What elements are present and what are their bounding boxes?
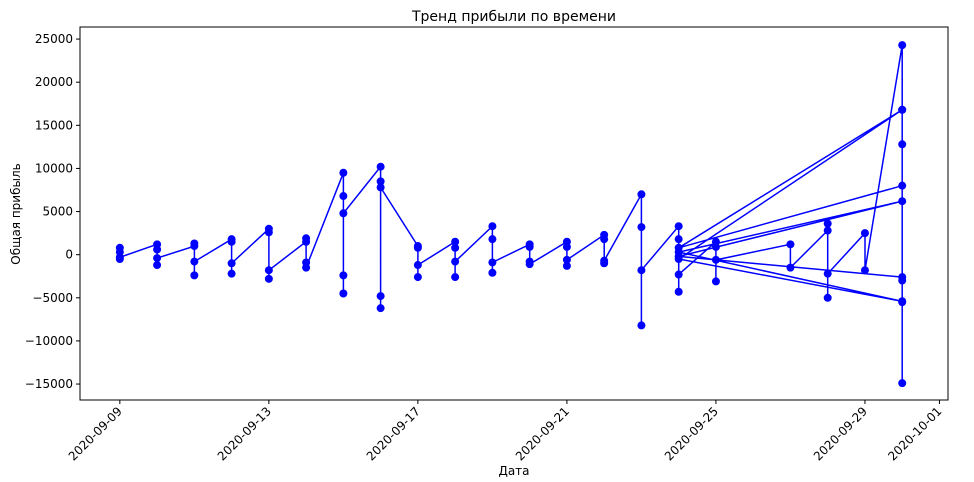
- marker: [786, 240, 795, 249]
- marker: [786, 263, 795, 272]
- y-tick-label: 15000: [35, 118, 73, 132]
- marker: [711, 242, 720, 251]
- marker: [674, 287, 683, 296]
- marker: [898, 197, 907, 206]
- marker: [600, 256, 609, 265]
- marker: [451, 243, 460, 252]
- marker: [376, 177, 385, 186]
- marker: [823, 293, 832, 302]
- marker: [637, 190, 646, 199]
- marker: [637, 223, 646, 232]
- y-tick-label: 5000: [42, 205, 73, 219]
- marker: [413, 273, 422, 282]
- marker: [376, 183, 385, 192]
- marker: [823, 226, 832, 235]
- marker: [898, 273, 907, 282]
- x-axis-label: Дата: [498, 464, 529, 478]
- marker: [302, 234, 311, 243]
- marker: [488, 235, 497, 244]
- marker: [488, 258, 497, 267]
- y-tick-label: 25000: [35, 32, 73, 46]
- marker: [898, 379, 907, 388]
- y-tick-label: −15000: [25, 377, 73, 391]
- marker: [339, 168, 348, 177]
- marker: [711, 277, 720, 286]
- chart-title: Тренд прибыли по времени: [411, 9, 616, 25]
- marker: [898, 181, 907, 190]
- y-tick-label: 10000: [35, 161, 73, 175]
- marker: [860, 266, 869, 275]
- marker: [860, 229, 869, 238]
- marker: [153, 245, 162, 254]
- marker: [674, 235, 683, 244]
- marker: [339, 192, 348, 201]
- marker: [153, 261, 162, 270]
- marker: [711, 255, 720, 264]
- y-tick-label: −5000: [32, 291, 73, 305]
- marker: [339, 209, 348, 218]
- y-tick-label: 0: [65, 248, 73, 262]
- marker: [376, 162, 385, 171]
- marker: [637, 266, 646, 275]
- marker: [898, 297, 907, 306]
- marker: [674, 222, 683, 231]
- marker: [153, 254, 162, 263]
- marker: [562, 255, 571, 264]
- marker: [302, 263, 311, 272]
- marker: [451, 257, 460, 266]
- marker: [190, 239, 199, 248]
- marker: [115, 243, 124, 252]
- marker: [451, 237, 460, 246]
- marker: [227, 237, 236, 246]
- marker: [376, 292, 385, 301]
- marker: [562, 261, 571, 270]
- marker: [264, 274, 273, 283]
- marker: [190, 257, 199, 266]
- marker: [525, 242, 534, 251]
- marker: [898, 41, 907, 50]
- marker: [674, 270, 683, 279]
- marker: [190, 271, 199, 280]
- marker: [413, 243, 422, 252]
- marker: [451, 273, 460, 282]
- marker: [339, 289, 348, 298]
- marker: [823, 269, 832, 278]
- marker: [227, 259, 236, 268]
- marker: [525, 260, 534, 269]
- y-tick-label: 20000: [35, 75, 73, 89]
- marker: [413, 261, 422, 270]
- y-tick-label: −10000: [25, 334, 73, 348]
- marker: [227, 269, 236, 278]
- marker: [115, 253, 124, 262]
- marker: [562, 242, 571, 251]
- marker: [898, 140, 907, 149]
- marker: [823, 219, 832, 228]
- marker: [264, 266, 273, 275]
- plot-frame: [79, 26, 949, 401]
- marker: [339, 271, 348, 280]
- marker: [637, 321, 646, 330]
- marker: [488, 222, 497, 231]
- marker: [674, 252, 683, 261]
- marker: [488, 268, 497, 277]
- y-axis-label: Общая прибыль: [9, 163, 23, 264]
- marker: [600, 235, 609, 244]
- marker: [898, 105, 907, 114]
- marker: [264, 228, 273, 237]
- marker: [376, 304, 385, 313]
